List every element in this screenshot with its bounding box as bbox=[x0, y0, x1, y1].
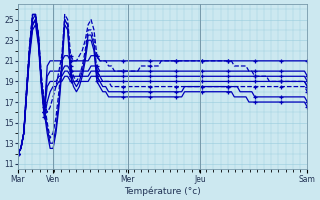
X-axis label: Température (°c): Température (°c) bbox=[124, 186, 201, 196]
